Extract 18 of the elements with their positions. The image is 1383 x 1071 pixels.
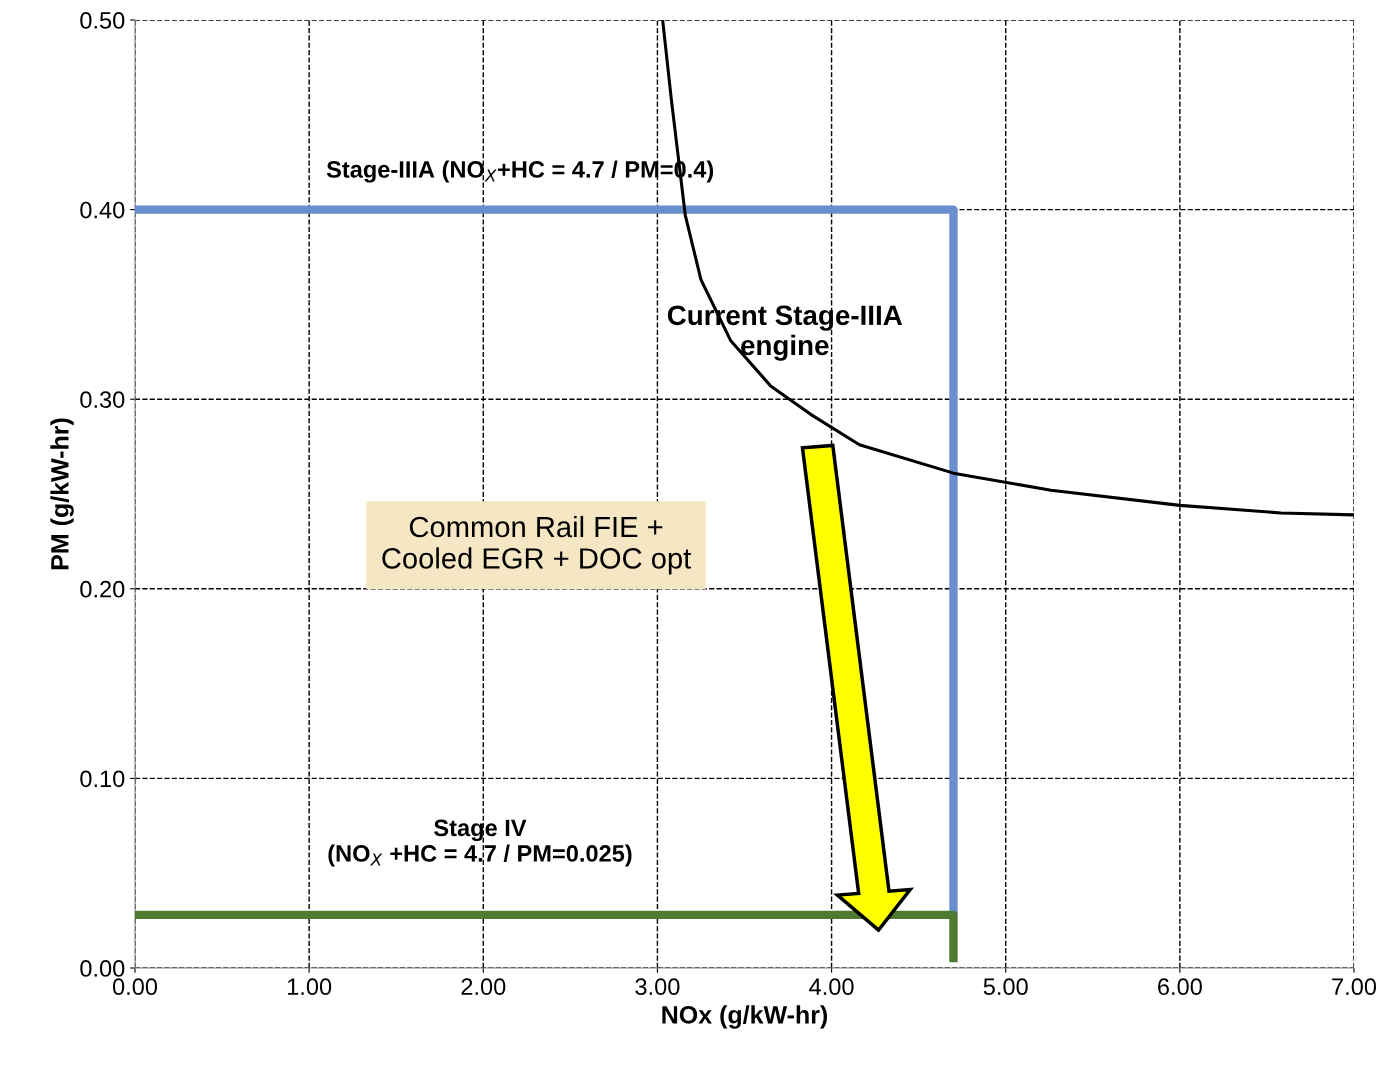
y-tick-label: 0.20 — [80, 580, 125, 598]
x-tick-label: 4.00 — [809, 978, 854, 996]
x-tick-label: 2.00 — [461, 978, 506, 996]
y-tick-label: 0.40 — [80, 201, 125, 219]
x-tick-label: 3.00 — [635, 978, 680, 996]
y-axis-title: PM (g/kW-hr) — [50, 418, 74, 570]
text: Stage IV (NO$_{X}$ +HC = 4.7 / PM=0.025) — [328, 819, 632, 867]
annotation: Common Rail FIE + Cooled EGR + DOC opt — [382, 515, 692, 575]
y-tick-label: 0.00 — [80, 960, 125, 977]
x-tick-label: 5.00 — [983, 978, 1028, 996]
y-tick-label: 0.30 — [80, 391, 125, 408]
x-axis-title: NOx (g/kW-hr) — [662, 1005, 828, 1029]
x-tick-label: 0.00 — [112, 978, 158, 996]
y-tick-label: 0.50 — [80, 12, 125, 29]
y-tick-label: 0.10 — [80, 770, 125, 788]
x-tick-label: 1.00 — [287, 978, 332, 996]
x-tick-label: 6.00 — [1158, 978, 1202, 996]
x-tick-label: 7.00 — [1332, 978, 1377, 996]
